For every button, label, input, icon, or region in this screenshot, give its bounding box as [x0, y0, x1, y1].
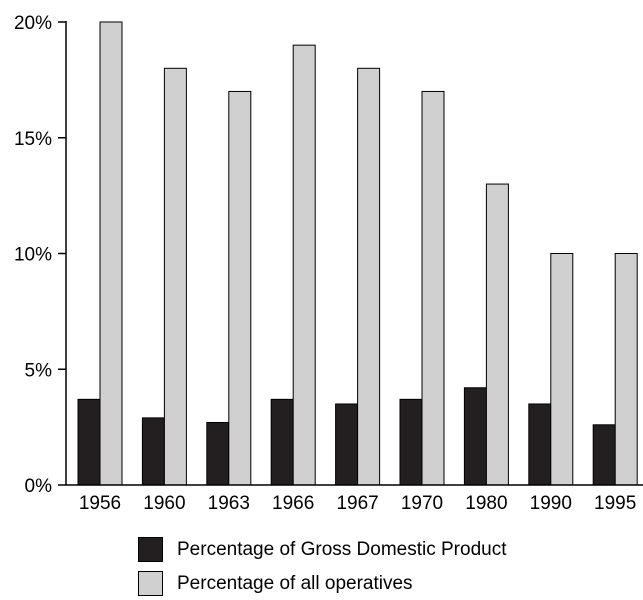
- x-tick-label: 1995: [594, 493, 636, 514]
- bar-operatives-1990: [550, 253, 574, 486]
- legend: Percentage of Gross Domestic Product Per…: [138, 532, 506, 600]
- x-tick-label: 1960: [143, 493, 185, 514]
- bar-gdp-1980: [463, 387, 487, 486]
- bar-chart: 0%5%10%15%20% 1956 1960 1963 1966 1967 1970 19…: [14, 13, 643, 514]
- bar-gdp-1967: [335, 403, 359, 486]
- x-tick-label: 1963: [208, 493, 250, 514]
- x-axis: 1956 1960 1963 1966 1967 1970 1980 1990 1995: [66, 484, 643, 514]
- y-axis: 0% 5% 10% 15% 20%: [14, 13, 67, 497]
- bar-operatives-1956: [99, 21, 123, 486]
- legend-swatch-operatives: [138, 570, 163, 596]
- x-tick-label: 1956: [79, 493, 121, 514]
- x-tick-label: 1990: [530, 493, 572, 514]
- bar-gdp-1990: [528, 403, 552, 486]
- bar-operatives-1963: [228, 90, 252, 486]
- bar-operatives-1966: [292, 44, 316, 486]
- bar-gdp-1963: [206, 421, 230, 486]
- bar-gdp-1995: [592, 424, 616, 486]
- legend-label-gdp: Percentage of Gross Domestic Product: [177, 538, 507, 560]
- x-tick-label: 1980: [465, 493, 507, 514]
- legend-swatch-gdp: [138, 536, 163, 562]
- bar-gdp-1970: [399, 398, 423, 486]
- legend-item-gdp: Percentage of Gross Domestic Product: [138, 532, 506, 566]
- y-tick-label: 15%: [14, 129, 52, 150]
- bar-gdp-1956: [77, 398, 101, 486]
- x-tick-label: 1970: [401, 493, 443, 514]
- bar-gdp-1960: [141, 417, 165, 486]
- x-tick-label: 1966: [272, 493, 314, 514]
- y-tick-label: 20%: [14, 13, 52, 34]
- bar-operatives-1995: [614, 253, 638, 486]
- bar-operatives-1980: [485, 183, 509, 486]
- legend-item-operatives: Percentage of all operatives: [138, 566, 506, 600]
- bar-operatives-1960: [163, 67, 187, 486]
- legend-label-operatives: Percentage of all operatives: [177, 572, 413, 594]
- y-tick-label: 5%: [25, 360, 53, 381]
- bar-operatives-1967: [357, 67, 381, 486]
- y-tick-label: 0%: [25, 476, 53, 497]
- bars: [77, 21, 638, 486]
- bar-gdp-1966: [270, 398, 294, 486]
- bar-operatives-1970: [421, 90, 445, 486]
- x-tick-label: 1967: [336, 493, 378, 514]
- y-tick-label: 10%: [14, 245, 52, 266]
